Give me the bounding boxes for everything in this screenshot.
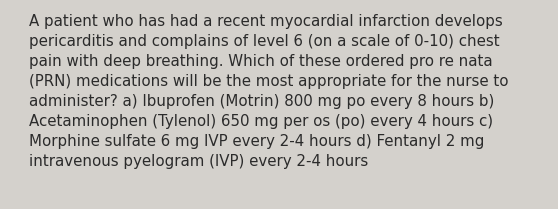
Text: A patient who has had a recent myocardial infarction develops
pericarditis and c: A patient who has had a recent myocardia… [29,14,509,169]
